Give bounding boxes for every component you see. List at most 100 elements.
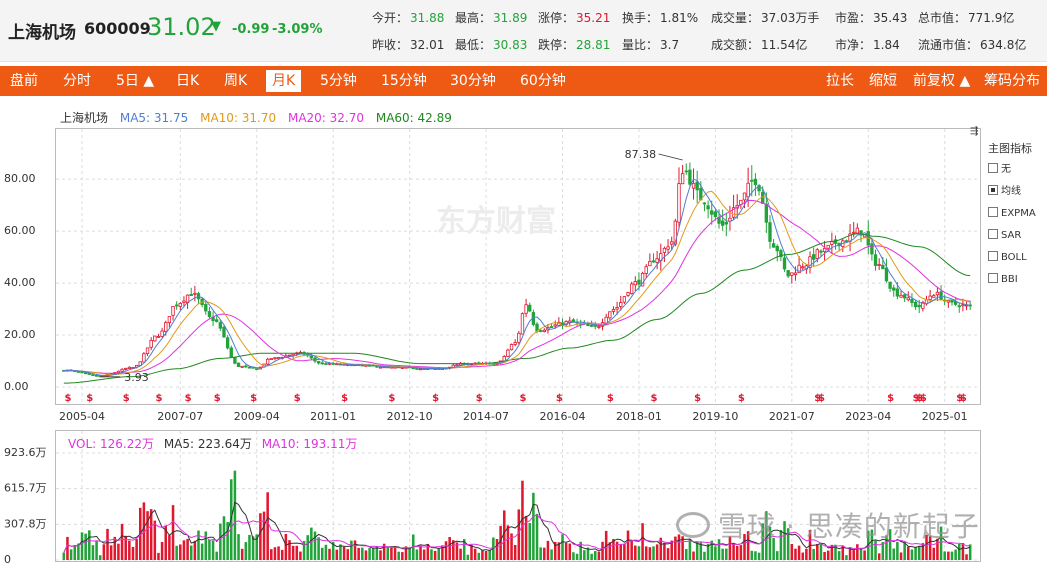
- toolbar-action[interactable]: 拉长: [826, 73, 854, 89]
- event-marker-icon[interactable]: $: [185, 393, 192, 404]
- indicator-option-label: BBI: [1001, 274, 1018, 285]
- tab-period[interactable]: 60分钟: [520, 73, 566, 89]
- volume-bar: [932, 547, 936, 560]
- volume-bar: [131, 546, 135, 560]
- candle-body: [160, 330, 164, 337]
- event-marker-icon[interactable]: $: [155, 393, 162, 404]
- volume-bar: [590, 553, 593, 560]
- volume-bar: [564, 542, 568, 560]
- event-marker-icon[interactable]: $: [818, 393, 825, 404]
- candle-body: [633, 281, 637, 286]
- candle-body: [873, 254, 878, 266]
- event-marker-icon[interactable]: $: [123, 393, 130, 404]
- tab-period[interactable]: 分时: [63, 73, 91, 89]
- event-marker-icon[interactable]: $: [294, 393, 301, 404]
- event-marker-icon[interactable]: $: [916, 393, 923, 404]
- volume-bar: [557, 542, 561, 560]
- event-marker-icon[interactable]: $: [214, 393, 221, 404]
- volume-bar: [219, 523, 222, 560]
- candle-body: [673, 220, 678, 245]
- event-marker-icon[interactable]: $: [960, 393, 967, 404]
- event-marker-icon[interactable]: $: [476, 393, 483, 404]
- volume-bar: [441, 545, 444, 560]
- candle-body: [902, 294, 907, 299]
- checkbox-icon[interactable]: [988, 185, 998, 195]
- toolbar-action[interactable]: 前复权 ▲: [913, 73, 971, 89]
- candle-body: [218, 322, 223, 329]
- event-marker-icon[interactable]: $: [341, 393, 348, 404]
- volume-chart-panel[interactable]: [55, 430, 981, 562]
- tab-period[interactable]: 30分钟: [450, 73, 496, 89]
- volume-bar: [342, 546, 346, 560]
- candle-body: [666, 246, 670, 250]
- indicator-option[interactable]: SAR: [988, 229, 1021, 243]
- candle-body: [182, 300, 186, 303]
- tab-period[interactable]: 15分钟: [381, 73, 427, 89]
- volume-chart[interactable]: [56, 431, 980, 561]
- event-marker-icon[interactable]: $: [651, 393, 658, 404]
- toolbar-action[interactable]: 筹码分布: [984, 73, 1040, 89]
- tab-period[interactable]: 盘前: [10, 73, 38, 89]
- indicator-option-label: SAR: [1001, 230, 1022, 241]
- tab-period[interactable]: 日K: [176, 73, 200, 89]
- event-marker-icon[interactable]: $: [388, 393, 395, 404]
- volume-bar: [408, 548, 411, 560]
- candle-body: [265, 358, 270, 365]
- volume-bar: [874, 540, 877, 560]
- indicator-option[interactable]: EXPMA: [988, 207, 1036, 221]
- event-marker-icon[interactable]: $: [519, 393, 526, 404]
- tab-period[interactable]: 5分钟: [320, 73, 357, 89]
- candle-body: [844, 240, 849, 243]
- event-marker-icon[interactable]: $: [556, 393, 563, 404]
- checkbox-icon[interactable]: [988, 273, 998, 283]
- event-marker-icon[interactable]: $: [432, 393, 439, 404]
- event-marker-icon[interactable]: $: [86, 393, 93, 404]
- expand-toggle-icon[interactable]: ⇶: [970, 126, 979, 137]
- volume-bar: [375, 545, 379, 560]
- candle-body: [120, 368, 124, 372]
- volume-bar: [462, 539, 466, 560]
- volume-bar: [117, 543, 120, 560]
- event-marker-icon[interactable]: $: [920, 393, 927, 404]
- checkbox-icon[interactable]: [988, 229, 998, 239]
- price-tick-label: 80.00: [4, 172, 36, 185]
- event-marker-icon[interactable]: $: [887, 393, 894, 404]
- candle-body: [881, 264, 885, 270]
- kline-chart-panel[interactable]: 东方财富 87.38 3.93 $ $ $ $ $ $ $ $ $ $ $ $ $ $ $ $ $ $ $ $ $ $ $ $ $ $: [55, 128, 981, 405]
- checkbox-icon[interactable]: [988, 207, 998, 217]
- toolbar-action[interactable]: 缩短: [869, 73, 897, 89]
- indicator-option[interactable]: 均线: [988, 185, 1021, 199]
- tab-period[interactable]: 周K: [224, 73, 248, 89]
- event-marker-icon[interactable]: $: [913, 393, 920, 404]
- volume-bar: [728, 536, 732, 560]
- candle-body: [597, 326, 601, 328]
- checkbox-icon[interactable]: [988, 251, 998, 261]
- volume-bar: [684, 549, 688, 560]
- tab-period[interactable]: 月K: [266, 70, 302, 92]
- event-marker-icon[interactable]: $: [694, 393, 701, 404]
- stat-value: 30.83: [493, 38, 528, 52]
- event-marker-icon[interactable]: $: [250, 393, 257, 404]
- checkbox-icon[interactable]: [988, 163, 998, 173]
- tab-period[interactable]: 5日 ▲: [116, 73, 155, 89]
- volume-bar: [845, 555, 848, 560]
- indicator-option[interactable]: BOLL: [988, 251, 1027, 265]
- candle-body: [720, 220, 725, 226]
- event-marker-icon[interactable]: $: [956, 393, 963, 404]
- candle-body: [939, 291, 943, 300]
- event-marker-icon[interactable]: $: [64, 393, 71, 404]
- volume-bar: [149, 509, 153, 560]
- volume-bar: [717, 539, 721, 560]
- indicator-option[interactable]: BBI: [988, 273, 1018, 287]
- volume-bar: [419, 545, 422, 560]
- ma5-line: [63, 178, 971, 376]
- event-marker-icon[interactable]: $: [738, 393, 745, 404]
- candle-body: [502, 355, 506, 362]
- candle-body: [549, 326, 554, 328]
- indicator-option-label: EXPMA: [1001, 208, 1036, 219]
- event-marker-icon[interactable]: $: [814, 393, 821, 404]
- indicator-option[interactable]: 无: [988, 163, 1011, 177]
- event-marker-icon[interactable]: $: [607, 393, 614, 404]
- candle-body: [637, 279, 641, 285]
